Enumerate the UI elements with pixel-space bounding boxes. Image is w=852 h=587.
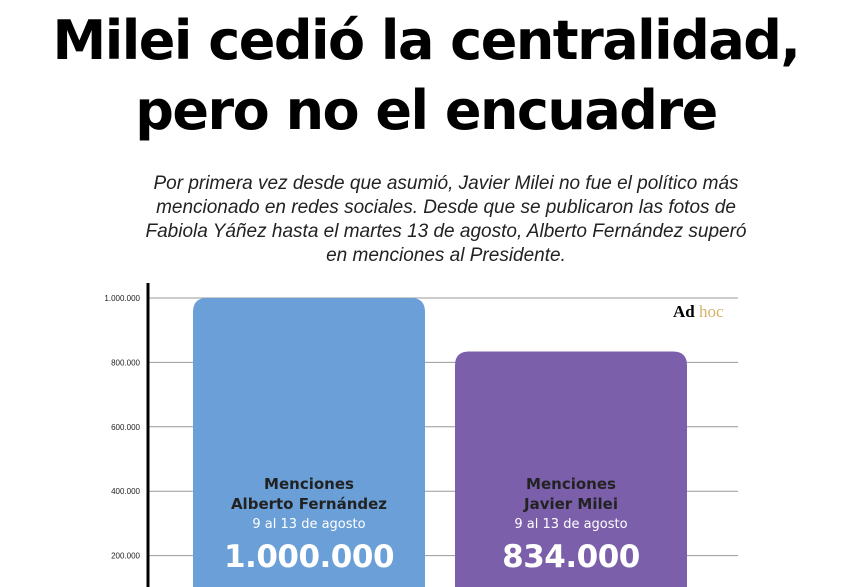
bar-period-label: 9 al 13 de agosto <box>514 517 627 532</box>
logo-part-2: hoc <box>698 302 724 321</box>
y-tick-label: 1.000.000 <box>104 294 140 303</box>
bar-label-line-2: Alberto Fernández <box>231 495 387 513</box>
y-tick-label: 800.000 <box>111 358 140 367</box>
bar <box>193 298 425 587</box>
y-tick-label: 600.000 <box>111 423 140 432</box>
title-line-2: pero no el encuadre <box>135 79 718 142</box>
y-tick-label: 200.000 <box>111 552 140 561</box>
bar-chart: 200.000 400.000 600.000 800.000 1.000.000 Men… <box>104 283 738 587</box>
bar-label-line-2: Javier Milei <box>523 495 618 513</box>
subtitle-line-2: mencionado en redes sociales. Desde que … <box>156 197 736 218</box>
page-title: Milei cedió la centralidad, pero no el e… <box>0 6 852 146</box>
title-line-1: Milei cedió la centralidad, <box>52 9 801 72</box>
bar-value-label: 834.000 <box>502 539 640 575</box>
subtitle: Por primera vez desde que asumió, Javier… <box>90 172 802 268</box>
y-tick-label: 400.000 <box>111 487 140 496</box>
bar-label-line-1: Menciones <box>526 475 616 493</box>
subtitle-line-3: Fabiola Yáñez hasta el martes 13 de agos… <box>145 221 747 242</box>
adhoc-logo: Ad hoc <box>673 302 724 322</box>
bar-period-label: 9 al 13 de agosto <box>252 517 365 532</box>
subtitle-line-1: Por primera vez desde que asumió, Javier… <box>153 173 739 194</box>
bar <box>455 351 687 587</box>
bar-value-label: 1.000.000 <box>224 539 394 575</box>
subtitle-line-4: en menciones al Presidente. <box>326 245 566 266</box>
logo-part-1: Ad <box>673 302 695 321</box>
bar-label-line-1: Menciones <box>264 475 354 493</box>
